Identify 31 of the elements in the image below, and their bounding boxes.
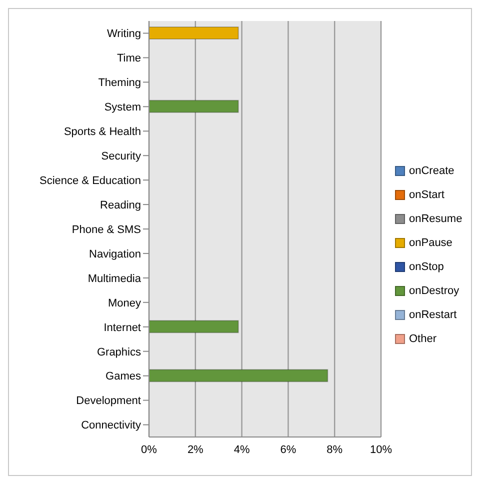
y-tick-label: Phone & SMS (72, 224, 141, 236)
x-tick-label: 2% (187, 444, 204, 456)
y-tick-label: Reading (100, 199, 141, 212)
y-tick-label: Time (116, 52, 141, 65)
x-tick-label: 8% (326, 444, 343, 456)
y-tick-label: Multimedia (88, 272, 142, 285)
y-tick-label: Development (76, 395, 141, 408)
legend-label: onCreate (409, 165, 454, 177)
legend-label: onRestart (409, 309, 457, 321)
legend-label: onPause (409, 237, 452, 249)
x-tick-label: 10% (370, 444, 392, 456)
legend-label: onStop (409, 261, 444, 273)
y-tick-label: Internet (104, 322, 141, 334)
y-tick-label: Games (106, 370, 142, 383)
legend-label: onDestroy (409, 285, 460, 297)
y-tick-label: System (104, 102, 141, 114)
legend-label: onStart (409, 189, 444, 201)
y-tick-label: Science & Education (39, 174, 141, 187)
y-tick-label: Theming (98, 77, 141, 90)
y-tick-label: Sports & Health (64, 126, 141, 138)
x-tick-label: 4% (234, 444, 250, 456)
y-tick-label: Connectivity (81, 420, 142, 432)
y-tick-label: Graphics (96, 346, 142, 358)
y-tick-label: Navigation (89, 248, 141, 260)
y-tick-label: Money (108, 297, 142, 310)
x-tick-label: 6% (280, 444, 296, 456)
y-tick-label: Security (101, 150, 142, 162)
legend-label: Other (409, 333, 437, 345)
legend-label: onResume (409, 213, 462, 225)
y-tick-label: Writing (106, 28, 141, 40)
x-tick-label: 0% (141, 444, 158, 456)
